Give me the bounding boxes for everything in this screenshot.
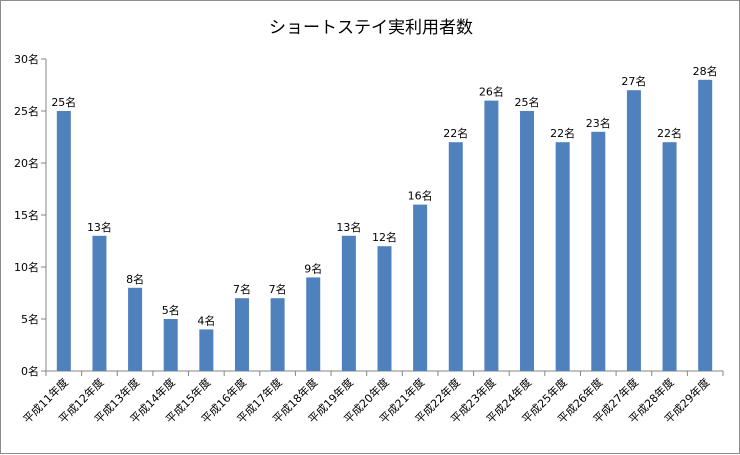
axes: 0名 5名 10名 15名 20名 25名 30名 bbox=[14, 52, 724, 378]
y-tick-label: 20名 bbox=[14, 156, 39, 170]
bar bbox=[448, 142, 463, 371]
data-label: 7名 bbox=[233, 282, 251, 296]
data-label: 28名 bbox=[693, 64, 718, 78]
data-label: 7名 bbox=[269, 282, 287, 296]
bar bbox=[92, 235, 107, 371]
data-label: 22名 bbox=[443, 126, 468, 140]
bar bbox=[484, 100, 499, 371]
bar bbox=[341, 235, 356, 371]
bar bbox=[199, 329, 214, 371]
y-tick-label: 15名 bbox=[14, 208, 39, 222]
data-labels: 25名 13名 8名 5名 4名 7名 7名 9名 13名 12名 16名 22名 26名 25名 22名 2… bbox=[51, 64, 717, 328]
bar bbox=[377, 246, 392, 371]
y-tick-label: 10名 bbox=[14, 260, 39, 274]
bar bbox=[234, 298, 249, 371]
x-tick-labels: 平成11年度平成12年度平成13年度平成14年度平成15年度平成16年度平成17… bbox=[20, 375, 712, 426]
data-label: 9名 bbox=[304, 261, 322, 275]
bar bbox=[662, 142, 677, 371]
data-label: 4名 bbox=[197, 313, 215, 327]
data-label: 13名 bbox=[336, 220, 361, 234]
bar bbox=[56, 111, 71, 371]
data-label: 25名 bbox=[515, 95, 540, 109]
data-label: 25名 bbox=[51, 95, 76, 109]
bar bbox=[698, 79, 713, 372]
bar bbox=[270, 298, 285, 371]
bar bbox=[555, 142, 570, 371]
data-label: 26名 bbox=[479, 85, 504, 99]
bar bbox=[591, 131, 606, 371]
data-label: 12名 bbox=[372, 230, 397, 244]
y-tick-label: 0名 bbox=[21, 364, 39, 378]
bar bbox=[626, 90, 641, 371]
data-label: 5名 bbox=[162, 303, 180, 317]
bar bbox=[163, 319, 178, 371]
data-label: 22名 bbox=[550, 126, 575, 140]
bars bbox=[56, 79, 713, 372]
bar bbox=[128, 287, 143, 371]
chart-title: ショートステイ実利用者数 bbox=[269, 18, 473, 38]
bar bbox=[413, 204, 428, 371]
data-label: 13名 bbox=[87, 220, 112, 234]
bar bbox=[520, 111, 535, 371]
y-tick-label: 30名 bbox=[14, 52, 39, 66]
data-label: 23名 bbox=[586, 116, 611, 130]
data-label: 27名 bbox=[621, 74, 646, 88]
y-tick-label: 25名 bbox=[14, 104, 39, 118]
bar bbox=[306, 277, 321, 371]
y-tick-label: 5名 bbox=[21, 312, 39, 326]
data-label: 22名 bbox=[657, 126, 682, 140]
data-label: 8名 bbox=[126, 272, 144, 286]
data-label: 16名 bbox=[408, 189, 433, 203]
